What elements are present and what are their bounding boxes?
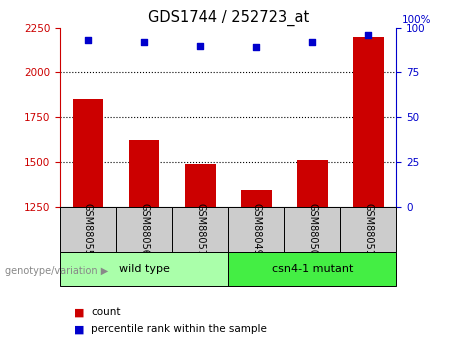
Bar [353,37,384,207]
Text: wild type: wild type [118,264,170,274]
Text: ■: ■ [74,307,84,317]
Bar [284,207,340,252]
Bar [129,140,160,207]
Text: ■: ■ [74,325,84,334]
Title: GDS1744 / 252723_at: GDS1744 / 252723_at [148,10,309,26]
Text: genotype/variation ▶: genotype/variation ▶ [5,266,108,276]
Text: GSM88049: GSM88049 [251,203,261,256]
Bar [228,207,284,252]
Bar [60,252,228,286]
Bar [297,160,328,207]
Bar [60,207,116,252]
Bar [172,207,228,252]
Point [309,39,316,45]
Bar [241,190,272,207]
Bar [340,207,396,252]
Bar [116,207,172,252]
Text: GSM88051: GSM88051 [363,203,373,256]
Bar [185,164,216,207]
Bar [72,99,103,207]
Text: GSM88057: GSM88057 [195,203,205,256]
Point [253,45,260,50]
Text: GSM88056: GSM88056 [139,203,149,256]
Bar [228,252,396,286]
Point [196,43,204,48]
Text: GSM88050: GSM88050 [307,203,317,256]
Text: csn4-1 mutant: csn4-1 mutant [272,264,353,274]
Text: count: count [91,307,121,317]
Point [140,39,148,45]
Text: GSM88055: GSM88055 [83,203,93,256]
Point [84,37,92,43]
Text: 100%: 100% [402,15,431,25]
Point [365,32,372,38]
Text: percentile rank within the sample: percentile rank within the sample [91,325,267,334]
